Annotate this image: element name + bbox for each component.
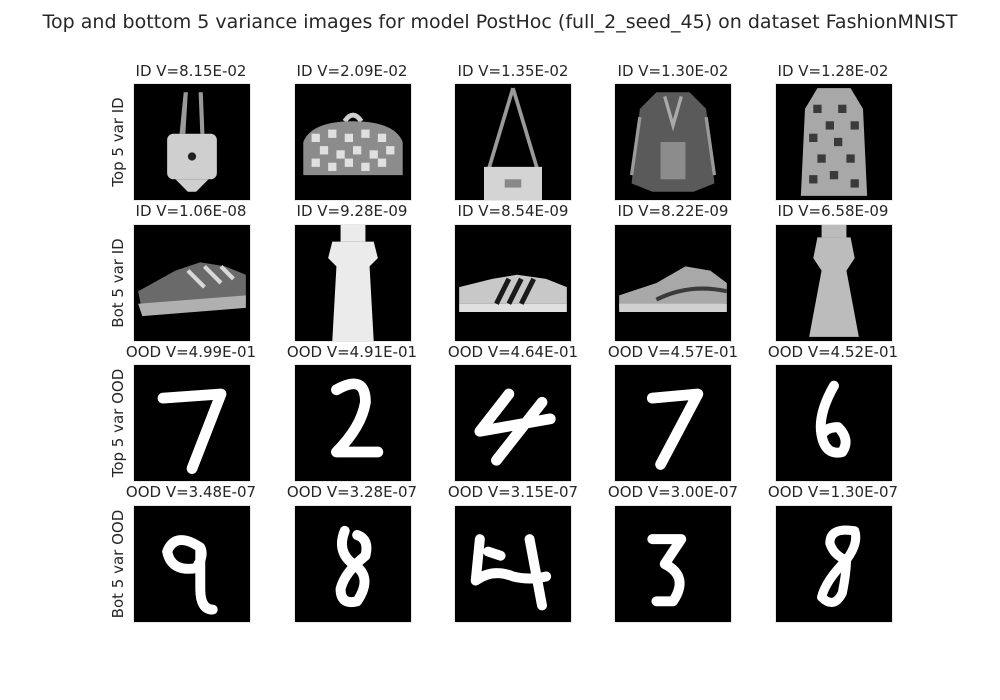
dress-image	[328, 225, 378, 341]
cell-title: OOD V=4.91E-01	[286, 343, 418, 361]
thumbnail-image	[776, 365, 892, 481]
digit-6-image	[815, 380, 851, 458]
dress-image	[809, 225, 859, 337]
sneaker-image	[138, 262, 246, 317]
thumbnail-image	[134, 84, 250, 200]
striped-sneaker-image	[459, 274, 567, 312]
thumbnail-image	[776, 506, 892, 622]
cell-title: ID V=8.54E-09	[457, 202, 569, 220]
clutch-bag-image	[303, 112, 403, 176]
thumbnail-image	[615, 84, 731, 200]
thumbnail-image	[134, 506, 250, 622]
thumbnail-image	[134, 365, 250, 481]
thumbnail-image	[134, 225, 250, 341]
thumbnail-image	[776, 84, 892, 200]
cell-title: ID V=8.22E-09	[617, 202, 729, 220]
cell-title: OOD V=3.48E-07	[125, 483, 257, 501]
digit-4-image	[474, 388, 556, 466]
cell-title: ID V=2.09E-02	[296, 62, 408, 80]
cell-title: OOD V=4.52E-01	[767, 343, 899, 361]
digit-8-image	[335, 525, 372, 608]
cell-title: OOD V=4.99E-01	[125, 343, 257, 361]
figure-title: Top and bottom 5 variance images for mod…	[42, 11, 958, 33]
cell-title: ID V=8.15E-02	[135, 62, 247, 80]
thumbnail-image	[295, 84, 411, 200]
row-label-bot-ood: Bot 5 var OOD	[109, 509, 127, 619]
handbag-image	[167, 92, 217, 192]
thumbnail-image	[295, 225, 411, 341]
digit-2-image	[331, 378, 384, 458]
row-label-top-id: Top 5 var ID	[109, 97, 127, 187]
digit-3-image	[647, 534, 687, 607]
thumbnail-image	[455, 84, 571, 200]
cell-title: ID V=1.06E-08	[135, 202, 247, 220]
thumbnail-image	[455, 225, 571, 341]
patterned-dress-image	[800, 88, 868, 196]
coat-image	[629, 92, 717, 192]
sneaker-image	[619, 266, 728, 312]
row-label-bot-id: Bot 5 var ID	[109, 238, 127, 328]
digit-8-image	[817, 525, 861, 607]
digit-9-image	[162, 535, 218, 615]
thumbnail-image	[455, 506, 571, 622]
cell-title: ID V=1.35E-02	[457, 62, 569, 80]
thumbnail-image	[615, 225, 731, 341]
cell-title: OOD V=4.57E-01	[607, 343, 739, 361]
digit-4-image	[470, 534, 552, 611]
thumbnail-image	[455, 365, 571, 481]
thumbnail-image	[615, 506, 731, 622]
shoulder-bag-image	[484, 87, 542, 200]
digit-7-image	[646, 388, 704, 470]
cell-title: OOD V=3.00E-07	[607, 483, 739, 501]
thumbnail-image	[295, 365, 411, 481]
thumbnail-image	[295, 506, 411, 622]
cell-title: ID V=9.28E-09	[296, 202, 408, 220]
cell-title: OOD V=1.30E-07	[767, 483, 899, 501]
cell-title: OOD V=3.28E-07	[286, 483, 418, 501]
cell-title: ID V=6.58E-09	[777, 202, 889, 220]
cell-title: ID V=1.30E-02	[617, 62, 729, 80]
cell-title: OOD V=4.64E-01	[447, 343, 579, 361]
cell-title: OOD V=3.15E-07	[447, 483, 579, 501]
thumbnail-image	[776, 225, 892, 341]
thumbnail-image	[615, 365, 731, 481]
cell-title: ID V=1.28E-02	[777, 62, 889, 80]
row-label-top-ood: Top 5 var OOD	[109, 368, 127, 478]
digit-7-image	[157, 388, 227, 474]
